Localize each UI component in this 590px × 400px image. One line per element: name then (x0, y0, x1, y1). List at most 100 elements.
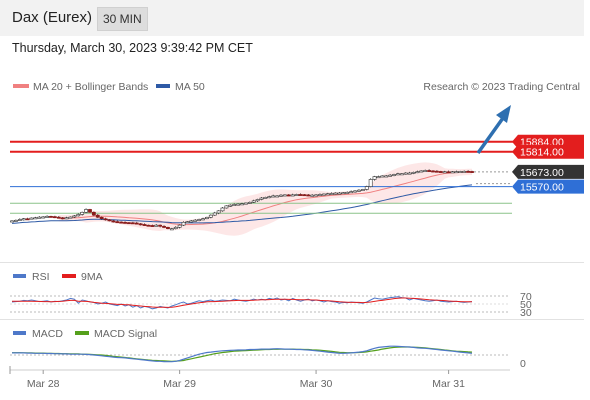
rsi-ma-line (12, 297, 472, 308)
candle-up (17, 219, 22, 221)
candle-up (442, 171, 447, 174)
candle-up (380, 175, 385, 178)
candle-up (205, 216, 209, 220)
candle-up (189, 220, 194, 223)
candle-up (423, 170, 428, 172)
candle-up (314, 194, 318, 197)
candle-up (21, 218, 26, 221)
candle-up (173, 226, 178, 230)
legend-label-macd-signal: MACD Signal (94, 328, 157, 340)
level-tag-label: 15383.00 (520, 208, 564, 220)
candle-up (357, 189, 361, 192)
candle-down (146, 224, 151, 227)
candle-up (403, 172, 408, 175)
candle-down (435, 170, 439, 173)
candle-down (427, 170, 432, 172)
candle-down (166, 226, 170, 230)
candle-down (25, 218, 30, 221)
legend-swatch-macd-signal (75, 331, 89, 335)
candle-up (399, 173, 404, 176)
panel-separator-rsi (0, 262, 584, 263)
candle-up (360, 189, 365, 191)
candle-up (76, 214, 81, 217)
candle-up (271, 195, 276, 198)
candle-up (169, 228, 174, 231)
candle-down (56, 216, 61, 219)
legend-swatch-macd (13, 331, 26, 335)
level-tag-label: 15673.00 (520, 167, 564, 179)
legend-swatch-ma50 (156, 84, 170, 88)
candle-up (353, 190, 357, 193)
candle-down (95, 214, 100, 218)
candle-up (255, 199, 260, 202)
candle-up (220, 207, 225, 212)
candle-up (236, 203, 241, 206)
rsi-line (11, 296, 473, 310)
candle-down (130, 222, 135, 225)
header-bar: Dax (Eurex) 30 MIN (0, 0, 584, 36)
forecast-arrow-head (496, 105, 511, 123)
level-tag-bg (512, 179, 584, 194)
candle-up (275, 195, 279, 198)
candle-up (37, 216, 42, 219)
candle-up (384, 175, 389, 178)
rsi-tick-label: 50 (520, 299, 532, 311)
candle-up (72, 215, 77, 218)
candle-up (279, 194, 283, 197)
x-tick-label: Mar 29 (163, 378, 196, 390)
legend-label-ma50: MA 50 (175, 81, 205, 93)
level-tag-bg (512, 164, 584, 179)
legend-label-macd: MACD (32, 328, 63, 340)
candle-up (84, 209, 88, 213)
level-tag-bg (512, 144, 584, 159)
candle-down (127, 222, 131, 225)
candle-up (243, 202, 248, 205)
candle-down (49, 215, 53, 218)
candle-down (52, 216, 57, 219)
legend-label-rsi-ma: 9MA (81, 271, 103, 283)
macd-line (12, 345, 473, 363)
x-axis: Mar 28 Mar 29 Mar 30 Mar 31 (9, 366, 465, 390)
ma20-line (58, 171, 473, 226)
forecast-arrow (476, 105, 511, 155)
candle-down (138, 223, 143, 226)
candle-down (111, 220, 116, 223)
candle-up (392, 174, 396, 176)
candle-up (259, 197, 264, 200)
candle-up (411, 171, 416, 174)
candle-up (396, 173, 400, 176)
timeframe-badge[interactable]: 30 MIN (97, 7, 148, 31)
candle-down (103, 218, 108, 221)
forecast-arrow-shaft (476, 116, 505, 155)
candle-down (431, 170, 435, 173)
candle-down (470, 171, 474, 173)
ma50-line (11, 184, 473, 224)
candle-down (123, 221, 127, 224)
candle-up (181, 221, 186, 226)
candle-up (388, 174, 393, 177)
macd-tick-label: 0 (520, 358, 526, 370)
candle-up (462, 170, 467, 173)
candle-up (321, 193, 326, 196)
candle-up (376, 176, 381, 179)
candle-down (306, 194, 311, 197)
candle-down (60, 217, 65, 220)
candle-up (407, 172, 412, 175)
candle-up (337, 192, 342, 195)
candle-down (446, 171, 451, 174)
rsi-tick-label: 70 (520, 291, 532, 303)
candle-up (216, 210, 221, 214)
source-credit: Research © 2023 Trading Central (423, 81, 580, 93)
level-tag-label: 15814.00 (520, 147, 564, 159)
candle-down (466, 170, 471, 173)
candle-down (158, 224, 163, 227)
candle-up (251, 200, 256, 203)
bollinger-bands (11, 162, 473, 236)
candle-down (286, 194, 291, 197)
candle-up (318, 194, 322, 196)
panel-separator-macd (0, 319, 584, 320)
candle-up (368, 179, 373, 187)
candle-up (325, 193, 330, 196)
